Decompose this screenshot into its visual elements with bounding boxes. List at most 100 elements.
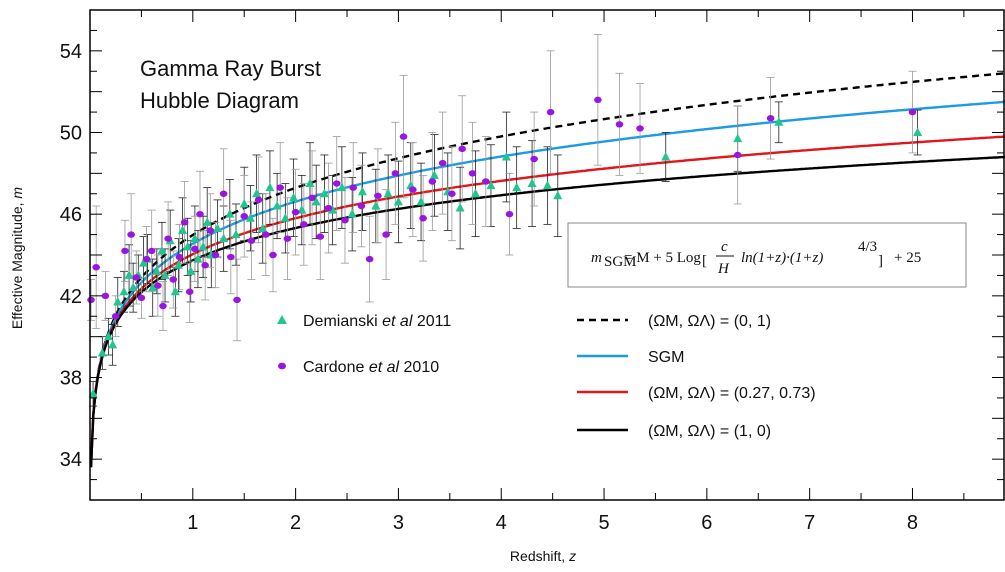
point-cardone	[636, 125, 644, 132]
x-tick-label: 4	[496, 512, 507, 534]
formula-h: H	[717, 261, 730, 277]
legend: Demianski et al 2011 Cardone et al 2010 (Ω…	[277, 313, 816, 440]
point-cardone	[92, 264, 100, 271]
point-demianski	[280, 213, 290, 222]
point-cardone	[111, 313, 120, 320]
point-cardone	[159, 302, 167, 310]
point-demianski	[471, 188, 481, 198]
point-demianski	[543, 180, 552, 190]
model-curves	[89, 72, 1005, 468]
y-axis-label-text: Effective Magnitude,	[9, 199, 25, 329]
point-demianski	[913, 127, 923, 136]
point-demianski	[305, 178, 315, 188]
point-demianski	[527, 178, 537, 188]
point-cardone	[291, 208, 300, 216]
point-cardone	[505, 210, 514, 218]
point-cardone	[530, 155, 538, 163]
legend-label-sgm: SGM	[648, 349, 684, 366]
point-cardone	[276, 184, 284, 191]
point-cardone	[546, 108, 555, 116]
formula-exp: 4/3	[858, 239, 877, 255]
point-cardone	[419, 215, 427, 222]
point-demianski	[328, 205, 338, 214]
point-cardone	[399, 133, 408, 140]
formula-box: m SGM = M + 5 Log [ c H ln(1+z)·(1+z) 4/…	[567, 222, 967, 288]
point-cardone	[283, 235, 292, 242]
point-cardone	[316, 233, 325, 240]
point-demianski	[252, 188, 262, 198]
point-demianski	[245, 213, 255, 222]
point-demianski	[393, 196, 403, 206]
point-demianski	[512, 182, 522, 192]
point-cardone	[201, 262, 209, 269]
point-demianski	[193, 254, 203, 263]
point-cardone	[448, 190, 456, 197]
point-demianski	[186, 266, 196, 275]
point-demianski	[357, 186, 367, 196]
point-demianski	[97, 348, 107, 357]
y-tick-label: 46	[60, 204, 82, 226]
point-cardone	[308, 194, 316, 202]
y-tick-label: 38	[60, 368, 82, 390]
point-demianski	[119, 286, 129, 296]
curve-om1_ol0	[89, 155, 1005, 468]
point-cardone	[206, 227, 215, 234]
point-demianski	[371, 201, 381, 210]
formula-frame	[567, 222, 967, 288]
point-demianski	[501, 152, 511, 161]
point-cardone	[254, 196, 263, 204]
point-demianski	[231, 229, 241, 239]
point-cardone	[169, 276, 178, 283]
formula-c: c	[721, 239, 728, 255]
curve-om027_ol073	[89, 135, 1005, 468]
point-cardone	[87, 296, 95, 304]
y-tick-label: 50	[60, 123, 82, 145]
formula-body: ln(1+z)·(1+z)	[741, 250, 823, 266]
point-demianski	[455, 203, 465, 212]
point-cardone	[154, 282, 162, 289]
legend-label-om027_ol073: (ΩM, ΩΛ) = (0.27, 0.73)	[648, 385, 816, 402]
point-cardone	[240, 213, 249, 220]
point-demianski	[124, 270, 134, 279]
point-demianski	[113, 296, 123, 306]
point-demianski	[661, 152, 671, 161]
point-cardone	[147, 247, 156, 255]
point-cardone	[121, 247, 129, 255]
point-demianski	[212, 223, 222, 232]
point-demianski	[183, 241, 193, 251]
x-axis-label-var: z	[568, 548, 576, 564]
point-demianski	[219, 233, 229, 243]
formula-lhs: m	[591, 250, 602, 266]
x-axis-label: Redshift, z	[510, 548, 576, 564]
x-tick-label: 6	[701, 512, 712, 534]
point-cardone	[357, 202, 366, 210]
point-cardone	[391, 170, 400, 177]
point-demianski	[265, 182, 275, 192]
x-tick-label: 3	[393, 512, 404, 534]
legend-label-om0_ol1: (ΩM, ΩΛ) = (0, 1)	[648, 313, 771, 330]
point-cardone	[438, 159, 447, 167]
point-cardone	[132, 274, 141, 281]
formula-eq: = M + 5 Log	[624, 250, 701, 266]
curve-om0_ol1	[89, 72, 1005, 467]
point-cardone	[137, 294, 146, 302]
x-tick-label: 2	[290, 512, 301, 534]
point-demianski	[258, 223, 268, 232]
point-demianski	[198, 241, 208, 251]
point-demianski	[160, 270, 170, 279]
point-cardone	[594, 96, 602, 104]
point-cardone	[341, 217, 349, 224]
x-axis-label-text: Redshift,	[510, 548, 569, 564]
point-cardone	[482, 178, 490, 185]
point-cardone	[262, 231, 270, 238]
point-cardone	[247, 237, 256, 244]
formula-lhs-sub: SGM	[604, 254, 637, 270]
data-points	[87, 96, 923, 398]
y-tick-label: 54	[60, 41, 82, 63]
point-demianski	[553, 190, 563, 200]
point-cardone	[101, 292, 110, 300]
y-axis-label: Effective Magnitude, m	[9, 187, 25, 329]
point-cardone	[180, 219, 189, 226]
